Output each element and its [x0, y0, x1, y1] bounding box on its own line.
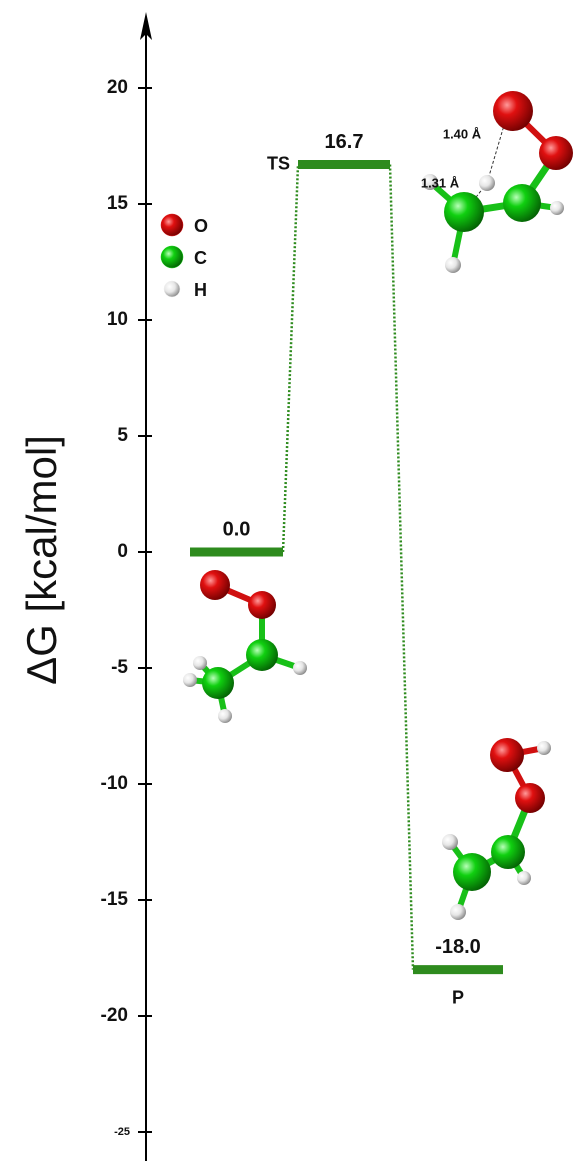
y-tick-label: -15	[101, 889, 129, 910]
y-tick-label: -10	[101, 773, 128, 794]
legend-swatch	[160, 245, 184, 269]
y-tick-label: 10	[107, 309, 128, 330]
ts-molecule	[422, 91, 573, 273]
connector	[388, 164, 415, 970]
y-tick-label: -5	[111, 657, 128, 678]
y-tick-label: 15	[107, 193, 129, 214]
annotation: 1.40 Å	[443, 126, 482, 141]
level-name: TS	[267, 153, 290, 173]
legend-swatch	[160, 213, 184, 237]
y-tick-label: -25	[114, 1126, 130, 1138]
y-tick-label: 20	[107, 77, 128, 98]
annotation: 1.31 Å	[421, 175, 460, 190]
y-tick-label: 0	[117, 541, 128, 562]
connector	[281, 164, 300, 553]
y-tick-label: -20	[101, 1005, 128, 1026]
legend-swatch	[163, 280, 181, 298]
legend-label: C	[194, 248, 207, 268]
legend-label: O	[194, 216, 208, 236]
y-tick-label: 5	[117, 425, 128, 446]
y-axis-label: ΔG [kcal/mol]	[18, 435, 65, 685]
level-name: P	[452, 987, 464, 1007]
legend-label: H	[194, 280, 207, 300]
reactant-molecule	[183, 570, 307, 723]
value-label: -18.0	[435, 936, 481, 958]
axis-arrow	[140, 12, 152, 40]
product-molecule	[442, 738, 551, 920]
value-label: 16.7	[325, 131, 364, 153]
value-label: 0.0	[223, 518, 251, 540]
